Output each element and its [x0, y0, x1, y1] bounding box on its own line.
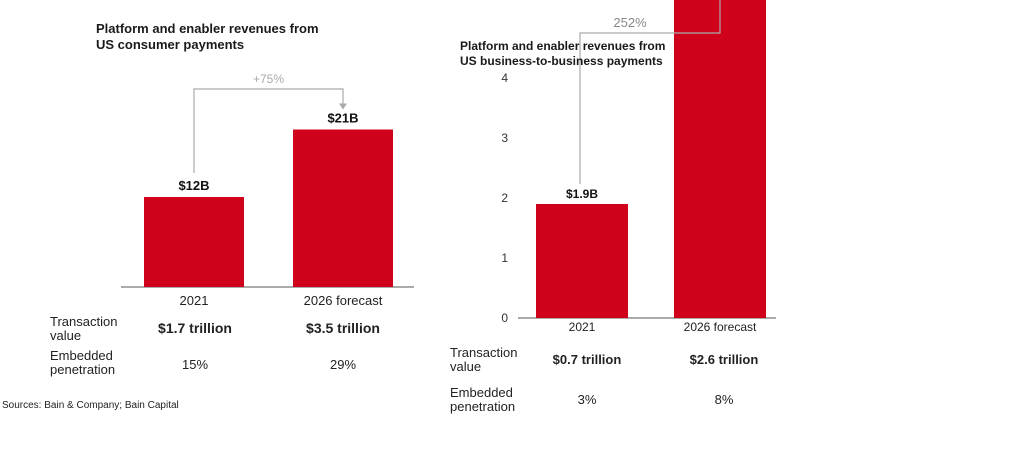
growth-bracket — [193, 88, 344, 173]
data-label: $1.9B — [566, 187, 598, 201]
row-label-embedded-penetration: Embedded penetration — [50, 348, 116, 377]
growth-label: +75% — [253, 72, 284, 86]
y-tick-label: 1 — [501, 251, 508, 265]
chart-title: Platform and enabler revenues from US bu… — [460, 39, 666, 68]
growth-label: 252% — [613, 15, 647, 30]
transaction-value-2021: $0.7 trillion — [552, 352, 622, 367]
y-tick-label: 2 — [501, 191, 508, 205]
penetration-2021: 3% — [577, 392, 597, 407]
penetration-2026: 8% — [714, 392, 734, 407]
data-label: $21B — [327, 111, 358, 126]
consumer-payments-chart: Platform and enabler revenues from US co… — [0, 0, 440, 453]
bar-2026-forecast — [674, 0, 766, 318]
x-tick-label: 2026 forecast — [684, 320, 757, 334]
penetration-2026: 29% — [329, 357, 357, 372]
chart-title: Platform and enabler revenues from US co… — [96, 21, 319, 52]
x-tick-label: 2021 — [569, 320, 596, 334]
bar-2021 — [144, 197, 244, 287]
row-label-transaction-value: Transaction value — [450, 345, 518, 374]
row-label-transaction-value: Transaction value — [50, 314, 118, 343]
growth-arrowhead — [339, 103, 347, 110]
y-tick-label: 0 — [501, 311, 508, 325]
x-tick-label: 2021 — [180, 293, 209, 308]
row-label-embedded-penetration: Embedded penetration — [450, 385, 516, 414]
blank-margin — [840, 0, 1024, 453]
y-tick-label: 3 — [501, 131, 508, 145]
y-tick-label: 4 — [501, 71, 508, 85]
bar-2021 — [536, 204, 628, 318]
penetration-2021: 15% — [181, 357, 209, 372]
consumer-chart-plot: $12B 2021 $21B 2026 forecast +75% — [121, 72, 414, 308]
x-tick-label: 2026 forecast — [304, 293, 383, 308]
data-label: $12B — [178, 178, 209, 193]
bar-2026-forecast — [293, 129, 393, 287]
growth-bracket — [579, 0, 721, 184]
transaction-value-2026: $2.6 trillion — [689, 352, 759, 367]
transaction-value-2021: $1.7 trillion — [158, 320, 232, 336]
transaction-value-2026: $3.5 trillion — [306, 320, 380, 336]
source-note: Sources: Bain & Company; Bain Capital — [2, 400, 179, 411]
